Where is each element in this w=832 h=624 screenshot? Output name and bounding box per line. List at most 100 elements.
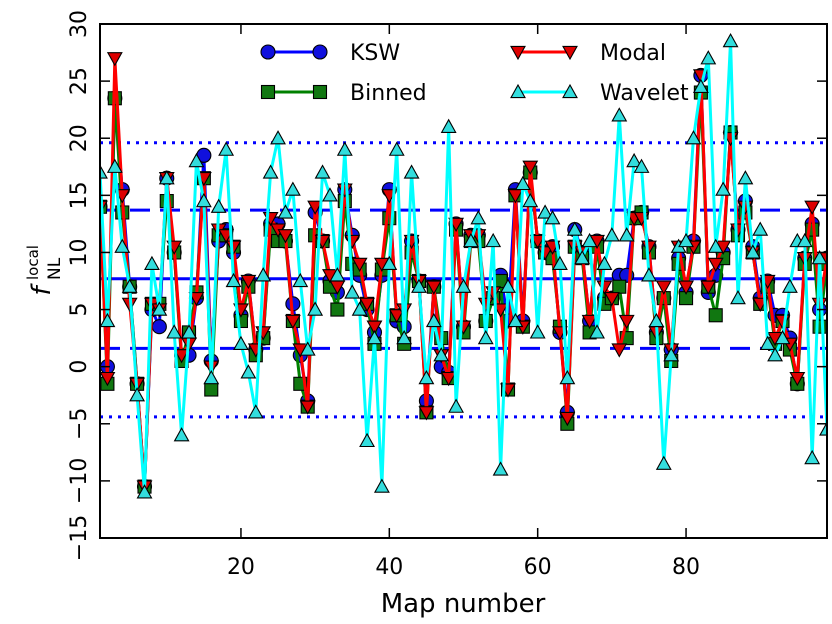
point-wavelet-18 — [218, 141, 235, 156]
point-wavelet-80 — [678, 232, 694, 248]
point-wavelet-20 — [233, 335, 249, 350]
y-tick-label-0: 0 — [67, 360, 92, 374]
point-modal-72 — [618, 314, 635, 330]
y-tick-label--10: −10 — [67, 458, 92, 504]
point-wavelet-90 — [752, 221, 769, 236]
point-modal-64 — [559, 411, 576, 427]
point-modal-60 — [529, 234, 546, 250]
point-wavelet-86 — [722, 33, 739, 48]
point-wavelet-41 — [388, 141, 405, 156]
point-wavelet-37 — [359, 432, 375, 448]
point-wavelet-13 — [181, 324, 197, 339]
point-modal-46 — [425, 280, 442, 295]
point-modal-84 — [707, 257, 724, 272]
x-tick-label-60: 60 — [524, 555, 552, 580]
point-modal-59 — [522, 160, 539, 175]
point-wavelet-35 — [344, 284, 361, 299]
legend-marker-wavelet — [562, 83, 578, 99]
point-wavelet-34 — [336, 141, 353, 156]
point-wavelet-59 — [522, 192, 539, 208]
point-wavelet-36 — [351, 301, 368, 316]
point-wavelet-65 — [566, 221, 583, 236]
point-wavelet-51 — [462, 232, 479, 248]
point-wavelet-61 — [537, 204, 554, 219]
point-wavelet-2 — [100, 312, 116, 328]
point-modal-55 — [492, 303, 509, 318]
point-wavelet-96 — [796, 232, 813, 248]
point-wavelet-47 — [433, 347, 450, 362]
x-tick-label-20: 20 — [227, 555, 255, 580]
point-wavelet-99 — [819, 421, 827, 436]
point-wavelet-14 — [188, 152, 205, 168]
point-wavelet-16 — [203, 369, 220, 385]
point-modal-35 — [344, 234, 361, 250]
legend-label-ksw: KSW — [350, 41, 400, 66]
point-wavelet-89 — [744, 244, 761, 259]
point-wavelet-76 — [648, 312, 665, 328]
point-wavelet-38 — [366, 329, 383, 345]
point-modal-45 — [418, 406, 435, 421]
point-wavelet-12 — [173, 427, 190, 442]
point-wavelet-66 — [574, 250, 591, 265]
point-wavelet-48 — [440, 118, 457, 133]
legend-label-modal: Modal — [600, 41, 666, 66]
point-modal-29 — [299, 400, 316, 415]
point-wavelet-24 — [262, 164, 279, 179]
y-axis-label-main: f — [27, 283, 57, 296]
point-wavelet-40 — [381, 255, 398, 271]
point-wavelet-4 — [114, 238, 131, 253]
point-wavelet-27 — [284, 181, 301, 196]
point-wavelet-19 — [225, 272, 242, 288]
legend-item-modal: Modal — [510, 41, 666, 66]
point-wavelet-53 — [477, 329, 494, 345]
point-modal-3 — [106, 52, 123, 67]
point-wavelet-88 — [737, 170, 754, 185]
series-wavelet — [100, 33, 827, 499]
point-wavelet-25 — [270, 130, 286, 145]
point-wavelet-5 — [121, 278, 138, 293]
legend-marker-wavelet — [510, 83, 526, 99]
point-wavelet-73 — [626, 152, 643, 168]
point-modal-97 — [804, 200, 821, 215]
point-wavelet-74 — [633, 158, 650, 173]
point-wavelet-87 — [730, 290, 746, 305]
point-wavelet-44 — [411, 278, 427, 293]
point-modal-12 — [173, 349, 190, 364]
y-tick-label-15: 15 — [67, 181, 92, 209]
legend-item-ksw: KSW — [260, 41, 400, 66]
point-wavelet-22 — [247, 404, 264, 419]
point-wavelet-42 — [396, 329, 413, 345]
point-modal-70 — [603, 291, 620, 307]
legend: KSW Binned Modal Wavelet — [260, 41, 689, 106]
point-wavelet-43 — [403, 164, 420, 179]
point-wavelet-82 — [692, 78, 709, 93]
point-binned-71 — [612, 279, 627, 294]
point-wavelet-56 — [500, 278, 516, 293]
point-wavelet-8 — [143, 255, 160, 271]
point-wavelet-70 — [603, 227, 620, 242]
point-wavelet-91 — [759, 335, 776, 350]
point-modal-83 — [700, 280, 717, 295]
point-wavelet-52 — [470, 210, 487, 225]
point-wavelet-83 — [700, 50, 717, 65]
axis-ticks: 20 40 60 80 −15 −10 −5 0 5 10 15 20 25 30 — [67, 10, 827, 580]
point-wavelet-85 — [715, 181, 732, 196]
point-wavelet-46 — [425, 312, 442, 328]
y-tick-label--15: −15 — [67, 515, 92, 561]
point-wavelet-1 — [100, 164, 108, 179]
point-wavelet-45 — [418, 369, 435, 385]
point-modal-71 — [611, 343, 628, 358]
point-wavelet-30 — [307, 301, 324, 316]
point-wavelet-63 — [552, 255, 568, 271]
point-modal-80 — [678, 280, 694, 295]
point-wavelet-10 — [158, 170, 175, 185]
point-binned-33 — [330, 302, 345, 317]
y-tick-label-10: 10 — [67, 238, 92, 266]
y-axis-label-superscript: local — [24, 245, 42, 280]
point-wavelet-98 — [811, 250, 827, 265]
point-modal-26 — [277, 229, 294, 244]
x-tick-label-40: 40 — [375, 555, 403, 580]
point-modal-77 — [655, 280, 672, 295]
point-wavelet-67 — [581, 232, 598, 248]
